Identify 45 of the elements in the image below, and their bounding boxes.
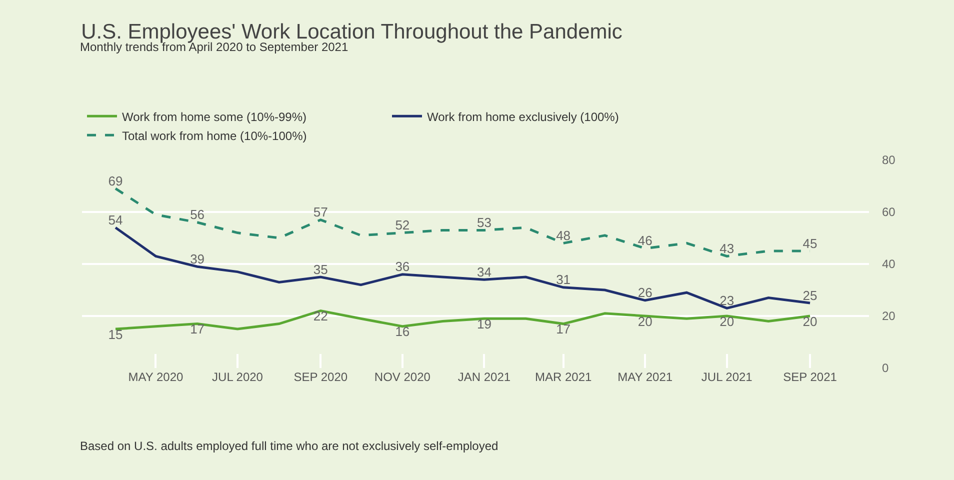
text: Based on U.S. adults employed full time who are not exclusively self-employed bbox=[80, 439, 498, 453]
x-tick-label: JAN 2021 bbox=[458, 370, 511, 384]
data-label: 54 bbox=[108, 212, 123, 228]
y-tick-label: 60 bbox=[882, 205, 896, 220]
x-tick-label: MAY 2021 bbox=[618, 370, 673, 384]
data-label: 69 bbox=[108, 173, 123, 188]
y-tick-label: 40 bbox=[882, 257, 896, 272]
data-label: 26 bbox=[638, 285, 652, 300]
legend-label: Work from home exclusively (100%) bbox=[427, 110, 619, 124]
x-tick-label: MAR 2021 bbox=[534, 370, 592, 384]
x-tick-label: MAY 2020 bbox=[128, 370, 184, 384]
legend-label: Total work from home (10%-100%) bbox=[122, 128, 307, 143]
data-label: 22 bbox=[313, 308, 328, 324]
data-label: 45 bbox=[802, 236, 818, 251]
data-label: 34 bbox=[476, 264, 492, 280]
x-tick-label: NOV 2020 bbox=[374, 370, 431, 384]
data-label: 17 bbox=[556, 322, 571, 337]
data-label: 43 bbox=[720, 240, 734, 256]
legend-label: Work from home some (10%-99%) bbox=[122, 110, 307, 124]
data-label: 23 bbox=[720, 292, 734, 308]
data-label: 52 bbox=[395, 218, 410, 233]
y-tick-label: 20 bbox=[882, 309, 896, 324]
data-label: 15 bbox=[108, 326, 123, 342]
y-tick-label: 80 bbox=[882, 153, 896, 168]
data-label: 57 bbox=[313, 204, 328, 220]
data-label: 16 bbox=[395, 324, 410, 340]
data-label: 20 bbox=[720, 314, 734, 329]
data-label: 19 bbox=[476, 316, 492, 332]
data-label: 46 bbox=[638, 233, 652, 248]
data-label: 48 bbox=[556, 228, 571, 243]
data-label: 20 bbox=[802, 314, 818, 329]
data-label: 17 bbox=[190, 322, 205, 337]
x-tick-label: JUL 2020 bbox=[212, 370, 264, 384]
data-label: 35 bbox=[313, 262, 328, 277]
data-label: 39 bbox=[190, 251, 205, 266]
x-tick-label: SEP 2020 bbox=[294, 370, 348, 384]
data-label: 31 bbox=[556, 272, 571, 288]
data-label: 25 bbox=[802, 288, 818, 303]
y-tick-label: 0 bbox=[882, 361, 889, 376]
data-label: 53 bbox=[476, 214, 492, 230]
x-tick-label: SEP 2021 bbox=[783, 370, 838, 384]
x-tick-label: JUL 2021 bbox=[701, 370, 753, 384]
data-label: 36 bbox=[395, 259, 410, 274]
data-label: 20 bbox=[638, 314, 652, 329]
data-label: 56 bbox=[190, 207, 205, 222]
